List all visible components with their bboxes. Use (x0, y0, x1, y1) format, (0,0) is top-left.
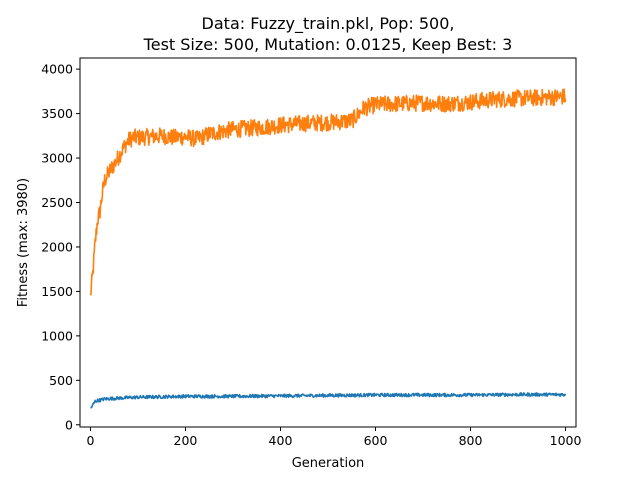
y-axis-label: Fitness (max: 3980) (16, 178, 31, 307)
y-tick-label: 1500 (41, 284, 73, 299)
y-tick-label: 4000 (41, 62, 73, 77)
x-axis-label: Generation (292, 456, 365, 471)
x-tick-label: 400 (269, 433, 293, 448)
y-tick-label: 2000 (41, 239, 73, 254)
y-tick-label: 3000 (41, 151, 73, 166)
x-tick-label: 1000 (550, 433, 582, 448)
y-tick-label: 3500 (41, 106, 73, 121)
y-tick-label: 1000 (41, 328, 73, 343)
x-tick-label: 0 (86, 433, 94, 448)
y-axis-ticks: 0 500 1000 1500 2000 2500 3000 3500 4000 (41, 62, 80, 432)
y-tick-label: 2500 (41, 195, 73, 210)
x-tick-label: 800 (459, 433, 483, 448)
series-line-0 (89, 88, 567, 296)
x-tick-label: 600 (364, 433, 388, 448)
y-tick-label: 500 (49, 373, 73, 388)
plot-frame (79, 57, 577, 428)
series-line-1 (90, 392, 567, 409)
plot-area (89, 88, 567, 409)
x-tick-label: 200 (174, 433, 198, 448)
chart-title-line1: Data: Fuzzy_train.pkl, Pop: 500, (202, 14, 455, 34)
y-tick-label: 0 (65, 417, 73, 432)
chart-title-line2: Test Size: 500, Mutation: 0.0125, Keep B… (143, 35, 513, 54)
x-axis-ticks: 0 200 400 600 800 1000 (86, 427, 582, 448)
